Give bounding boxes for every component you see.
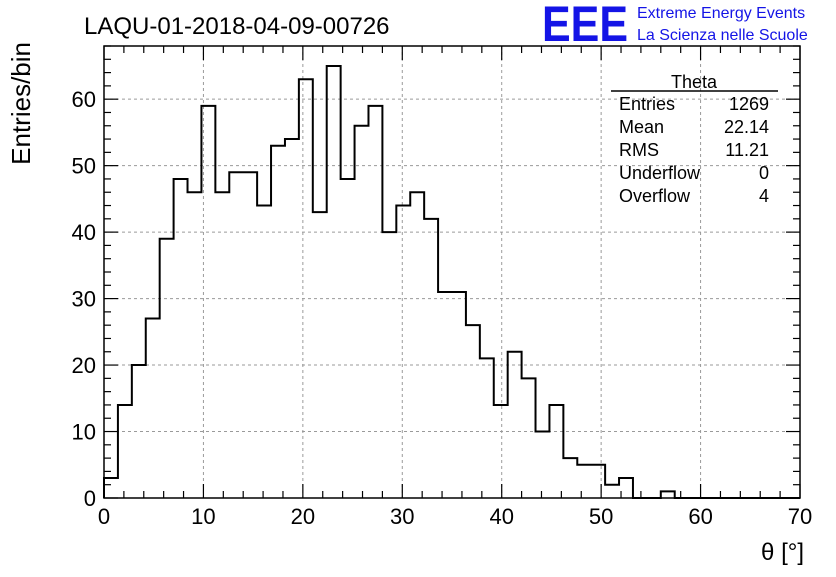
- eee-logo: EEE Extreme Energy Events La Scienza nel…: [542, 0, 808, 52]
- histogram-bin: [146, 319, 160, 498]
- histogram-bin: [104, 478, 118, 498]
- histogram-bin: [341, 179, 355, 498]
- histogram-bin: [368, 106, 382, 498]
- histogram-bin: [452, 292, 466, 498]
- stats-label-rms: RMS: [619, 140, 659, 160]
- x-tick-label: 30: [390, 504, 414, 529]
- histogram-bin: [396, 206, 410, 498]
- histogram-bin: [299, 79, 313, 498]
- histogram-bin: [549, 405, 563, 498]
- histogram-bin: [160, 239, 174, 498]
- eee-logo-line2: La Scienza nelle Scuole: [637, 27, 808, 44]
- histogram-bin: [382, 232, 396, 498]
- histogram-bin: [522, 378, 536, 498]
- x-tick-label: 10: [191, 504, 215, 529]
- y-tick-label: 10: [72, 420, 96, 445]
- x-tick-label: 0: [98, 504, 110, 529]
- y-axis-label: Entries/bin: [6, 42, 36, 165]
- x-tick-label: 20: [291, 504, 315, 529]
- histogram-bin: [410, 192, 424, 498]
- stats-label-mean: Mean: [619, 117, 664, 137]
- histogram-bin: [536, 432, 550, 498]
- axis-ticks: [103, 45, 801, 499]
- histogram-outline: [103, 64, 800, 499]
- histogram-bin: [271, 146, 285, 498]
- stats-label-entries: Entries: [619, 94, 675, 114]
- eee-logo-mark: EEE: [542, 0, 628, 52]
- histogram-bin: [355, 126, 369, 498]
- x-tick-label: 60: [688, 504, 712, 529]
- histogram-bin: [215, 192, 229, 498]
- histogram-bin: [591, 465, 605, 498]
- histogram-bin: [327, 66, 341, 498]
- chart-title: LAQU-01-2018-04-09-00726: [84, 13, 390, 40]
- x-tick-label: 70: [788, 504, 812, 529]
- stats-value-entries: 1269: [729, 94, 769, 114]
- histogram-bin: [661, 491, 675, 498]
- y-tick-label: 50: [72, 154, 96, 179]
- y-tick-label: 0: [84, 486, 96, 511]
- histogram-bin: [285, 139, 299, 498]
- x-tick-label: 50: [589, 504, 613, 529]
- eee-logo-line1: Extreme Energy Events: [637, 5, 805, 22]
- histogram-bin: [480, 358, 494, 498]
- histogram-bin: [118, 405, 132, 498]
- grid: [104, 46, 800, 498]
- stats-label-overflow: Overflow: [619, 186, 691, 206]
- stats-value-rms: 11.21: [725, 140, 769, 160]
- stats-title: Theta: [671, 72, 718, 92]
- histogram-bin: [188, 192, 202, 498]
- histogram-bin: [313, 212, 327, 498]
- histogram: [103, 64, 800, 499]
- histogram-bin: [174, 179, 188, 498]
- histogram-bin: [508, 352, 522, 498]
- x-axis-label: θ [°]: [761, 539, 804, 566]
- stats-box: Theta Entries 1269 Mean 22.14 RMS 11.21 …: [611, 72, 778, 206]
- y-tick-label: 40: [72, 220, 96, 245]
- histogram-bin: [466, 325, 480, 498]
- y-tick-label: 20: [72, 353, 96, 378]
- stats-value-mean: 22.14: [724, 117, 769, 137]
- histogram-bin: [243, 172, 257, 498]
- histogram-bin: [424, 219, 438, 498]
- histogram-bin: [563, 458, 577, 498]
- histogram-bin: [132, 365, 146, 498]
- histogram-bin: [438, 292, 452, 498]
- histogram-bin: [229, 172, 243, 498]
- histogram-bin: [201, 106, 215, 498]
- y-tick-label: 60: [72, 87, 96, 112]
- stats-value-underflow: 0: [759, 163, 769, 183]
- stats-value-overflow: 4: [759, 186, 769, 206]
- histogram-bin: [494, 405, 508, 498]
- stats-label-underflow: Underflow: [619, 163, 701, 183]
- x-tick-label: 40: [489, 504, 513, 529]
- histogram-bin: [257, 206, 271, 498]
- histogram-bin: [605, 485, 619, 498]
- y-tick-label: 30: [72, 287, 96, 312]
- histogram-bin: [577, 465, 591, 498]
